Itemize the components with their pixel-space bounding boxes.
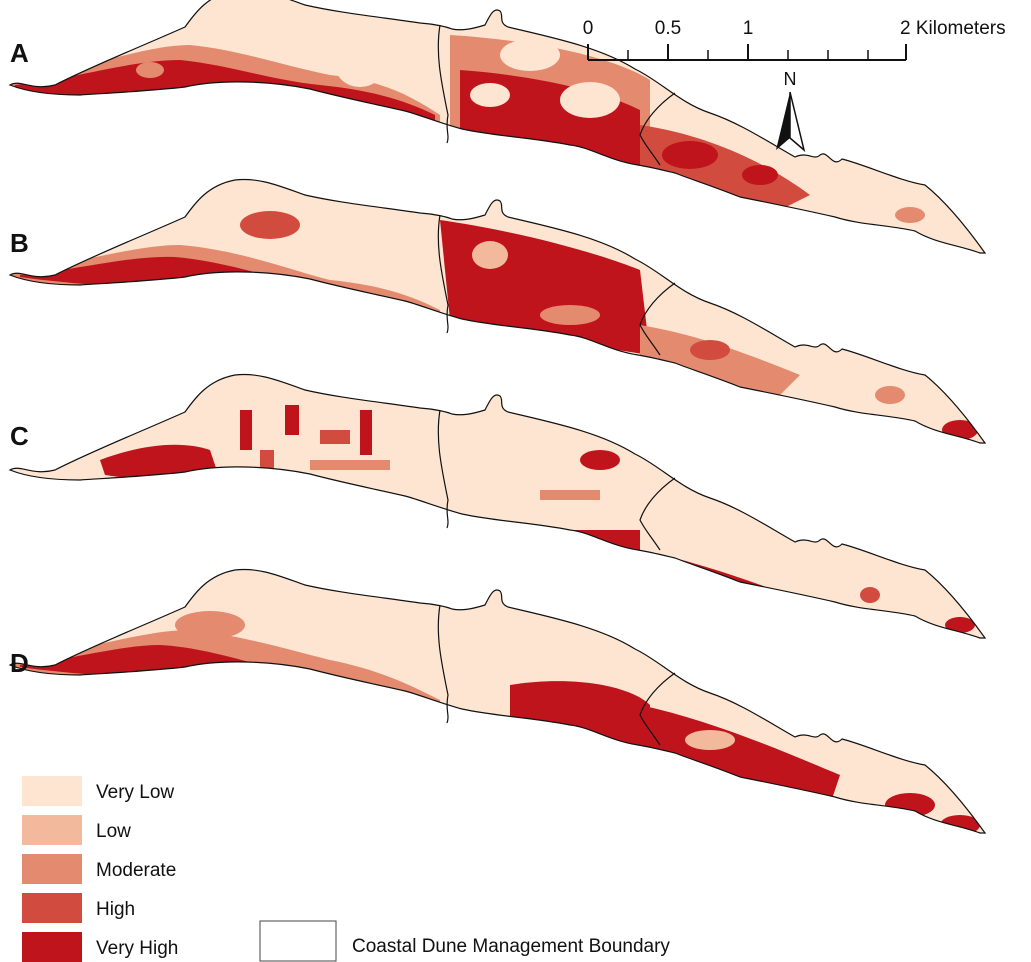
legend-label-very-low: Very Low xyxy=(96,782,174,803)
panel-label-b: B xyxy=(10,228,29,258)
panel-label-d: D xyxy=(10,648,29,678)
legend-swatch-very-high xyxy=(22,932,82,962)
scale-tick-0: 0 xyxy=(583,18,594,39)
legend-swatch-high xyxy=(22,893,82,923)
legend-label-boundary: Coastal Dune Management Boundary xyxy=(352,936,670,957)
legend-label-moderate: Moderate xyxy=(96,860,176,881)
scale-bar: 0 0.5 1 2 Kilometers xyxy=(583,18,1006,61)
scale-tick-0-5: 0.5 xyxy=(655,18,681,39)
north-arrow-icon: N xyxy=(776,69,806,153)
legend: Very Low Low Moderate High Very High Coa… xyxy=(22,776,670,962)
panel-label-c: C xyxy=(10,421,29,451)
legend-swatch-moderate xyxy=(22,854,82,884)
scale-tick-2: 2 Kilometers xyxy=(900,18,1006,39)
legend-swatch-low xyxy=(22,815,82,845)
legend-label-high: High xyxy=(96,899,135,920)
panel-label-a: A xyxy=(10,38,29,68)
legend-label-low: Low xyxy=(96,821,131,842)
north-label: N xyxy=(784,69,797,89)
scale-tick-1: 1 xyxy=(743,18,754,39)
legend-swatch-very-low xyxy=(22,776,82,806)
legend-swatch-boundary xyxy=(259,920,337,962)
legend-label-very-high: Very High xyxy=(96,938,178,959)
